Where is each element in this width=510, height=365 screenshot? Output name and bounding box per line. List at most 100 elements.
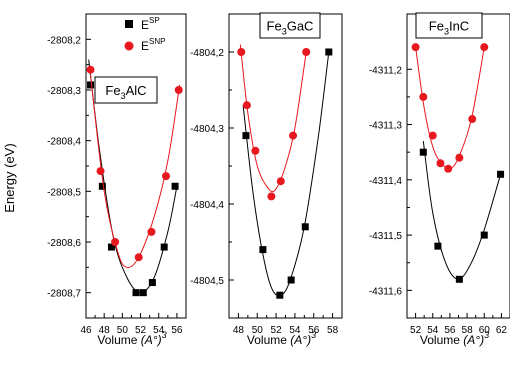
data-point-sp xyxy=(98,182,106,190)
data-point-sp xyxy=(301,223,309,231)
y-tick-label: -4804,5 xyxy=(190,276,224,287)
data-point-sp xyxy=(287,276,295,284)
y-tick-label: -2808,5 xyxy=(47,187,81,198)
data-point-snp xyxy=(276,177,285,186)
y-tick-label: -4804,2 xyxy=(190,48,224,59)
data-point-snp xyxy=(428,131,437,140)
data-point-sp xyxy=(434,242,442,250)
x-tick-label: 50 xyxy=(117,325,129,336)
data-point-sp xyxy=(259,246,267,254)
data-point-sp xyxy=(497,170,505,178)
x-tick-label: 54 xyxy=(289,325,301,336)
data-point-snp xyxy=(289,131,298,140)
x-axis-label: Volume (A°)3 xyxy=(97,330,166,347)
x-tick-label: 52 xyxy=(271,325,283,336)
data-point-snp xyxy=(411,43,420,52)
data-point-sp xyxy=(171,182,179,190)
data-point-snp xyxy=(111,238,120,246)
x-tick-label: 56 xyxy=(444,325,456,336)
y-tick-label: -2808,2 xyxy=(47,35,81,46)
x-axis-label: Volume (A°)3 xyxy=(247,330,316,347)
x-tick-label: 54 xyxy=(153,325,165,336)
y-tick-label: -4804,4 xyxy=(190,200,224,211)
data-point-snp xyxy=(147,227,156,236)
y-axis-label: Energy (eV) xyxy=(2,143,17,212)
data-point-sp xyxy=(419,148,427,156)
data-point-sp xyxy=(325,48,333,56)
plot-frame xyxy=(406,13,510,319)
legend-marker-snp xyxy=(124,41,134,51)
data-point-sp xyxy=(455,275,463,283)
data-point-snp xyxy=(302,48,311,56)
compound-box xyxy=(415,12,483,39)
data-point-sp xyxy=(242,132,250,140)
data-point-snp xyxy=(444,164,453,173)
x-tick-label: 52 xyxy=(135,325,147,336)
panels: 46 48 50 52 54 56 -2808,2 -2808,3 -2808,4 -2808,5… xyxy=(47,12,510,347)
chart-panel-1: 46 48 50 52 54 56 -2808,2 -2808,3 -2808,4 -2808,5… xyxy=(47,13,187,347)
x-tick-label: 48 xyxy=(233,325,245,336)
data-point-snp xyxy=(242,101,251,110)
compound-box xyxy=(94,76,158,104)
data-point-snp xyxy=(267,192,276,201)
data-point-snp xyxy=(468,115,477,124)
x-tick-label: 50 xyxy=(252,325,264,336)
x-tick-label: 58 xyxy=(327,325,339,336)
chart-panel-2: 48 50 52 54 56 58 -4804,2 -4804,3 -4804,4 -4804,5… xyxy=(190,12,343,347)
fit-curve xyxy=(90,74,181,268)
chart-panel-3: 52 54 56 58 60 62 -4311,2 -4311,3 -4311,4 -4311,5… xyxy=(369,12,510,347)
compound-label: Fe3AlC xyxy=(105,83,146,101)
data-point-sp xyxy=(87,81,95,89)
data-point-sp xyxy=(148,279,156,287)
data-point-snp xyxy=(174,86,183,94)
data-point-snp xyxy=(455,153,464,162)
x-tick-label: 56 xyxy=(171,325,183,336)
x-tick-label: 54 xyxy=(427,325,439,336)
fit-curve xyxy=(88,59,178,294)
legend: ESP ESNP xyxy=(124,16,165,53)
fit-curve xyxy=(422,141,502,280)
y-tick-label: -4311,4 xyxy=(369,176,403,187)
x-tick-label: 48 xyxy=(99,325,111,336)
data-point-snp xyxy=(251,146,260,155)
y-tick-label: -4804,3 xyxy=(190,124,224,135)
data-point-snp xyxy=(419,92,428,101)
y-tick-label: -4311,2 xyxy=(369,65,403,76)
y-tick-label: -2808,6 xyxy=(47,238,81,249)
data-point-sp xyxy=(160,243,168,251)
y-tick-label: -2808,3 xyxy=(47,86,81,97)
y-tick-label: -2808,7 xyxy=(47,289,81,300)
legend-marker-sp xyxy=(125,20,133,28)
y-tick-label: -4311,3 xyxy=(369,121,403,132)
data-point-sp xyxy=(480,231,488,239)
compound-label: Fe3GaC xyxy=(267,19,314,37)
legend-label-sp: ESP xyxy=(141,16,160,32)
data-point-snp xyxy=(96,167,105,176)
y-tick-label: -4311,6 xyxy=(369,286,403,297)
compound-label: Fe3InC xyxy=(429,19,469,37)
x-tick-label: 46 xyxy=(80,325,92,336)
x-tick-label: 56 xyxy=(308,325,320,336)
data-point-sp xyxy=(132,289,140,297)
compound-box xyxy=(259,12,321,39)
data-point-sp xyxy=(276,291,284,299)
fit-curve xyxy=(239,44,307,193)
data-point-sp xyxy=(107,243,115,251)
data-point-snp xyxy=(237,48,246,56)
x-tick-label: 62 xyxy=(496,325,508,336)
x-tick-label: 58 xyxy=(462,325,474,336)
x-tick-label: 60 xyxy=(479,325,491,336)
data-point-sp xyxy=(139,289,147,297)
x-axis-label: Volume (A°)3 xyxy=(420,330,489,347)
data-point-snp xyxy=(480,43,489,52)
data-point-snp xyxy=(86,65,95,74)
legend-label-snp: ESNP xyxy=(141,37,165,53)
y-tick-label: -4311,5 xyxy=(369,231,403,242)
data-point-snp xyxy=(134,253,143,262)
x-tick-label: 52 xyxy=(410,325,422,336)
y-tick-label: -2808,4 xyxy=(47,137,81,148)
data-point-snp xyxy=(436,159,445,168)
fit-curve xyxy=(242,51,330,297)
data-point-snp xyxy=(162,172,170,181)
